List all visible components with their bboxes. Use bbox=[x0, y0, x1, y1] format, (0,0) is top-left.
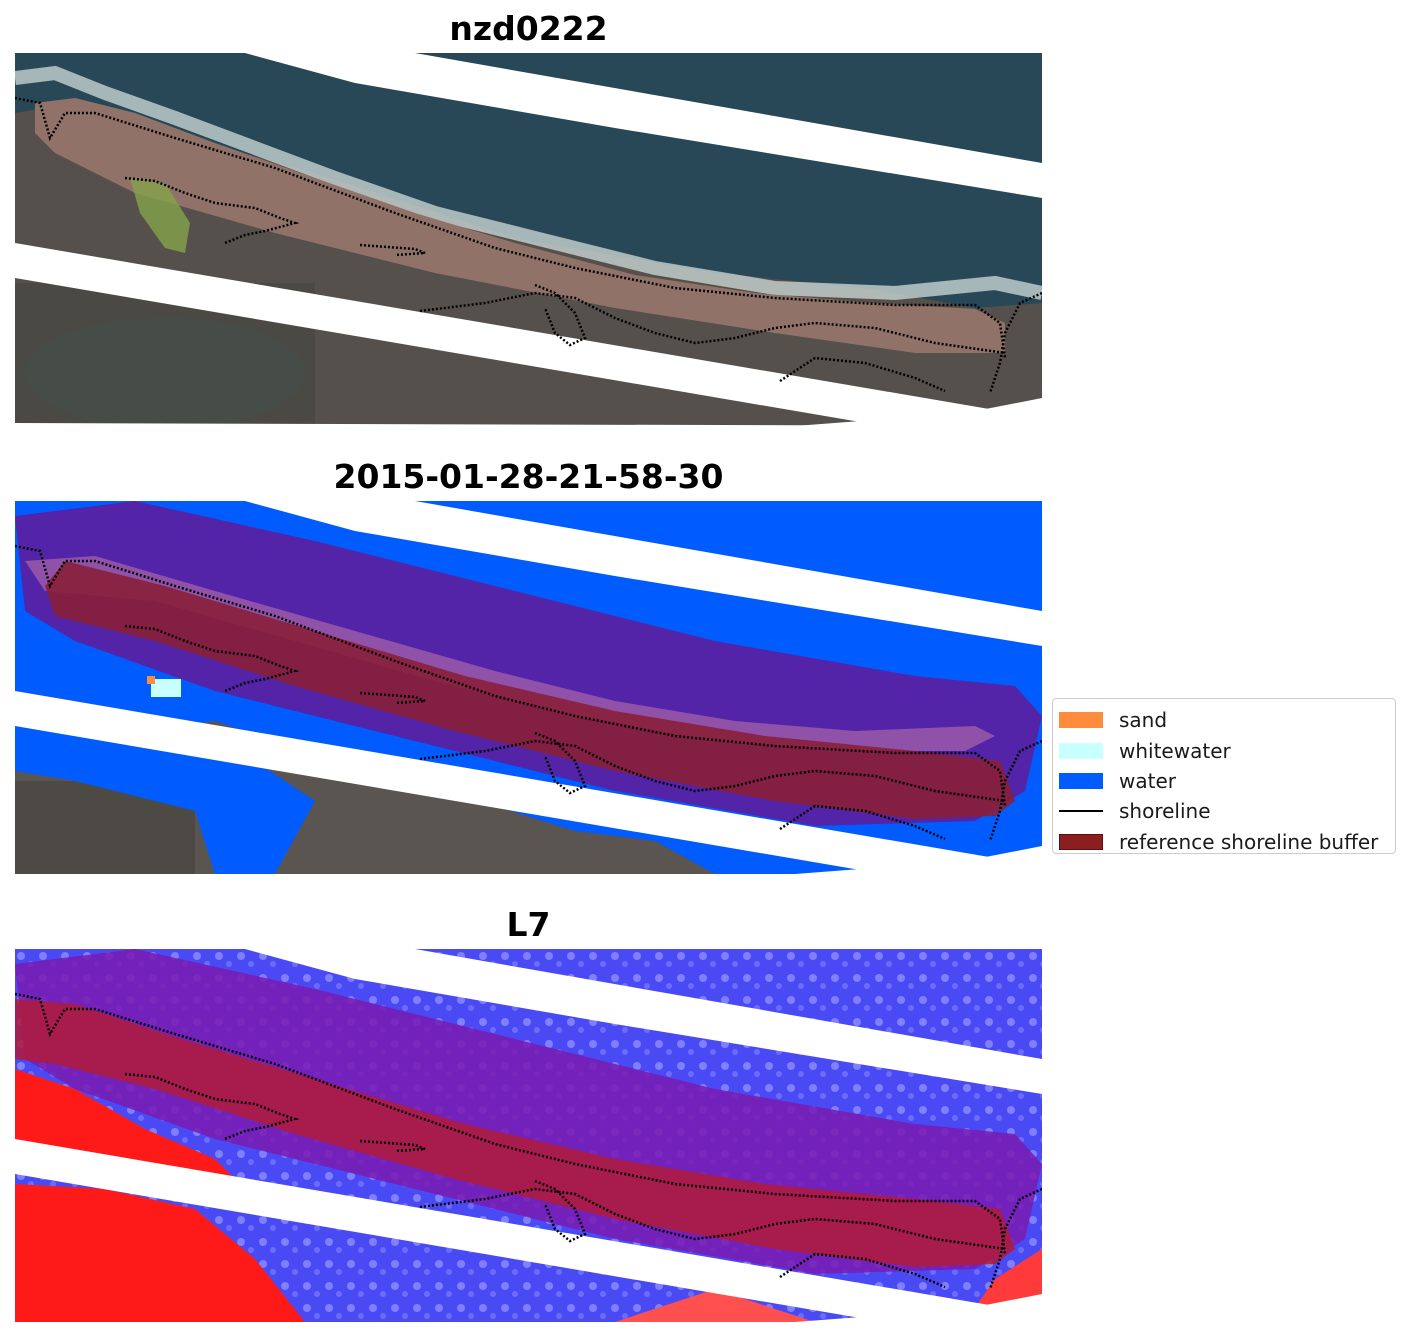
legend-label: water bbox=[1119, 768, 1176, 793]
legend-item-water: water bbox=[1059, 766, 1395, 796]
legend-item-sand: sand bbox=[1059, 705, 1395, 735]
legend-item-whitewater: whitewater bbox=[1059, 735, 1395, 765]
legend-label: whitewater bbox=[1119, 738, 1231, 763]
whitewater-swatch bbox=[1059, 742, 1103, 759]
legend-item-reference-buffer: reference shoreline buffer bbox=[1059, 827, 1395, 857]
sand-swatch bbox=[1059, 712, 1103, 729]
legend: sand whitewater water shoreline referenc… bbox=[1052, 698, 1396, 854]
legend-label: sand bbox=[1119, 708, 1168, 733]
buffer-swatch bbox=[1059, 833, 1103, 850]
water-swatch bbox=[1059, 772, 1103, 789]
panel-title-rgb: nzd0222 bbox=[449, 9, 608, 48]
index-image-panel bbox=[15, 949, 1042, 1322]
panel-title-index: L7 bbox=[506, 905, 551, 944]
legend-label: reference shoreline buffer bbox=[1119, 829, 1379, 854]
legend-label: shoreline bbox=[1119, 799, 1211, 824]
panel-title-classified: 2015-01-28-21-58-30 bbox=[333, 457, 724, 496]
legend-item-shoreline: shoreline bbox=[1059, 796, 1395, 826]
classified-image-panel bbox=[15, 501, 1042, 874]
shoreline-line-swatch bbox=[1059, 810, 1103, 813]
rgb-image-panel bbox=[15, 53, 1042, 426]
